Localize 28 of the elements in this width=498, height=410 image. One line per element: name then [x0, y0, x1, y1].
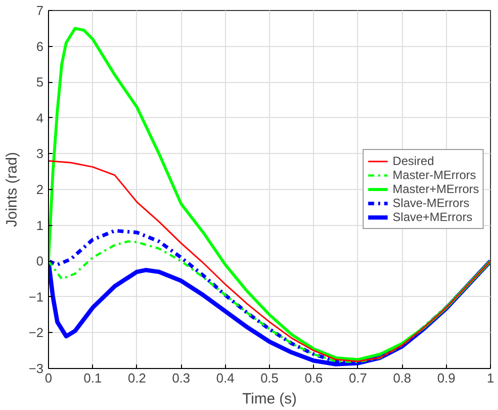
x-tick-label: 0.5	[260, 370, 279, 386]
y-tick-label: 6	[36, 38, 44, 54]
x-tick-label: 0.8	[393, 370, 412, 386]
y-tick-label: −1	[28, 289, 44, 304]
legend-label: Master+MErrors	[392, 182, 479, 196]
legend-label: Master-MErrors	[392, 168, 476, 182]
legend-label: Slave-MErrors	[392, 196, 470, 210]
x-axis-title: Time (s)	[242, 390, 297, 408]
y-tick-label: 1	[36, 218, 44, 233]
legend-label: Slave+MErrors	[392, 210, 472, 224]
x-tick-label: 0.2	[128, 370, 146, 386]
y-tick-label: 7	[36, 3, 44, 18]
x-tick-label: 0.7	[348, 370, 367, 386]
y-tick-label: −3	[28, 361, 44, 376]
y-tick-label: −2	[28, 325, 44, 340]
x-tick-label: 0.1	[84, 370, 102, 386]
y-tick-label: 2	[36, 182, 44, 197]
x-tick-label: 0.9	[437, 370, 456, 386]
y-tick-label: 5	[36, 74, 44, 90]
x-tick-label: 1	[486, 370, 494, 386]
legend-label: Desired	[392, 154, 434, 168]
x-tick-label: 0.4	[216, 370, 234, 386]
y-tick-label: 4	[36, 110, 44, 126]
x-tick-label: 0.6	[304, 370, 323, 386]
y-axis-title: Joints (rad)	[4, 152, 21, 228]
y-tick-label: 0	[36, 254, 44, 269]
x-tick-label: 0.3	[172, 370, 190, 386]
y-tick-label: 3	[36, 146, 44, 162]
